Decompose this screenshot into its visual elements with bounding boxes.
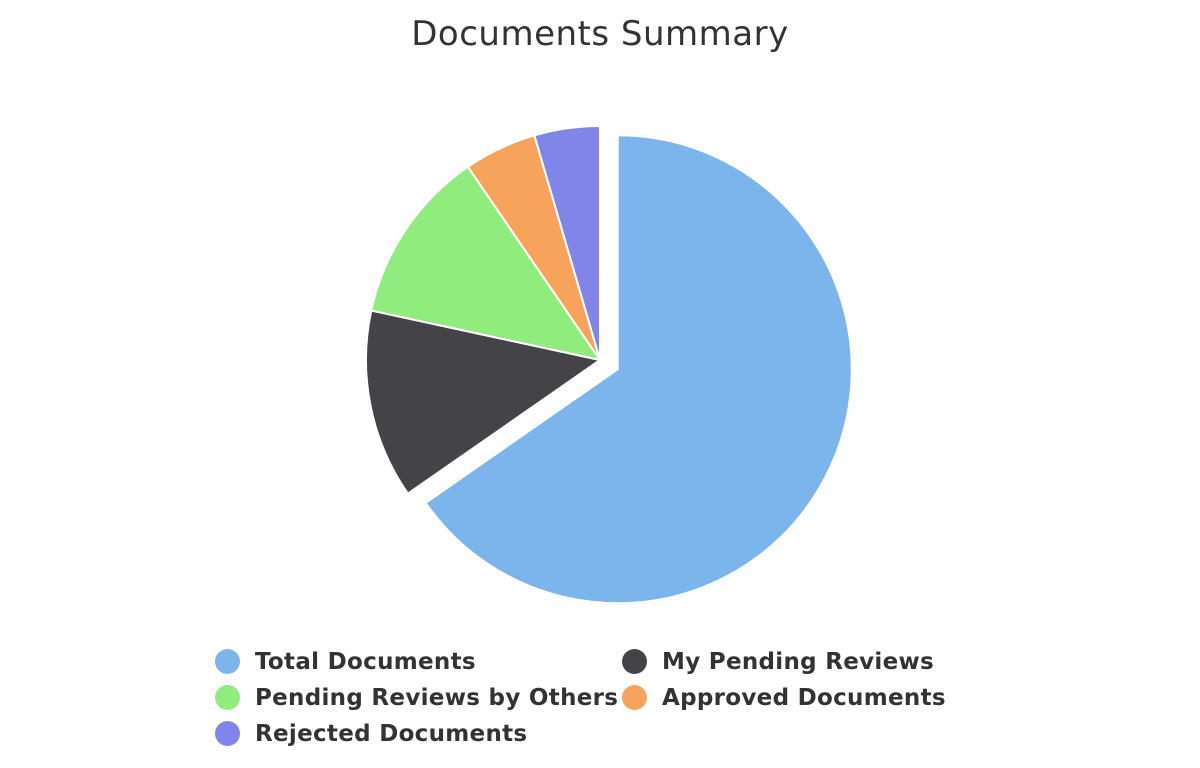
legend-item-my-pending-reviews[interactable]: My Pending Reviews (622, 648, 975, 675)
legend-marker (622, 685, 647, 710)
pie-slice-pending-reviews-by-others[interactable] (370, 165, 601, 361)
legend-item-approved-documents[interactable]: Approved Documents (622, 684, 975, 711)
legend-item-total-documents[interactable]: Total Documents (215, 648, 622, 675)
legend-label: Total Documents (255, 648, 476, 675)
legend: Total Documents My Pending Reviews Pendi… (215, 648, 975, 747)
pie-slice-rejected-documents[interactable] (533, 125, 601, 361)
legend-marker (215, 685, 240, 710)
legend-marker (215, 649, 240, 674)
legend-label: My Pending Reviews (662, 648, 935, 675)
legend-item-rejected-documents[interactable]: Rejected Documents (215, 720, 622, 747)
chart-title: Documents Summary (411, 14, 789, 54)
legend-label: Approved Documents (662, 684, 946, 711)
legend-marker (215, 721, 240, 746)
legend-label: Rejected Documents (255, 720, 528, 747)
pie-slice-total-documents[interactable] (424, 134, 853, 605)
legend-label: Pending Reviews by Others (255, 684, 619, 711)
legend-item-pending-reviews-by-others[interactable]: Pending Reviews by Others (215, 684, 622, 711)
legend-marker (622, 649, 647, 674)
pie-slice-my-pending-reviews[interactable] (365, 309, 601, 495)
